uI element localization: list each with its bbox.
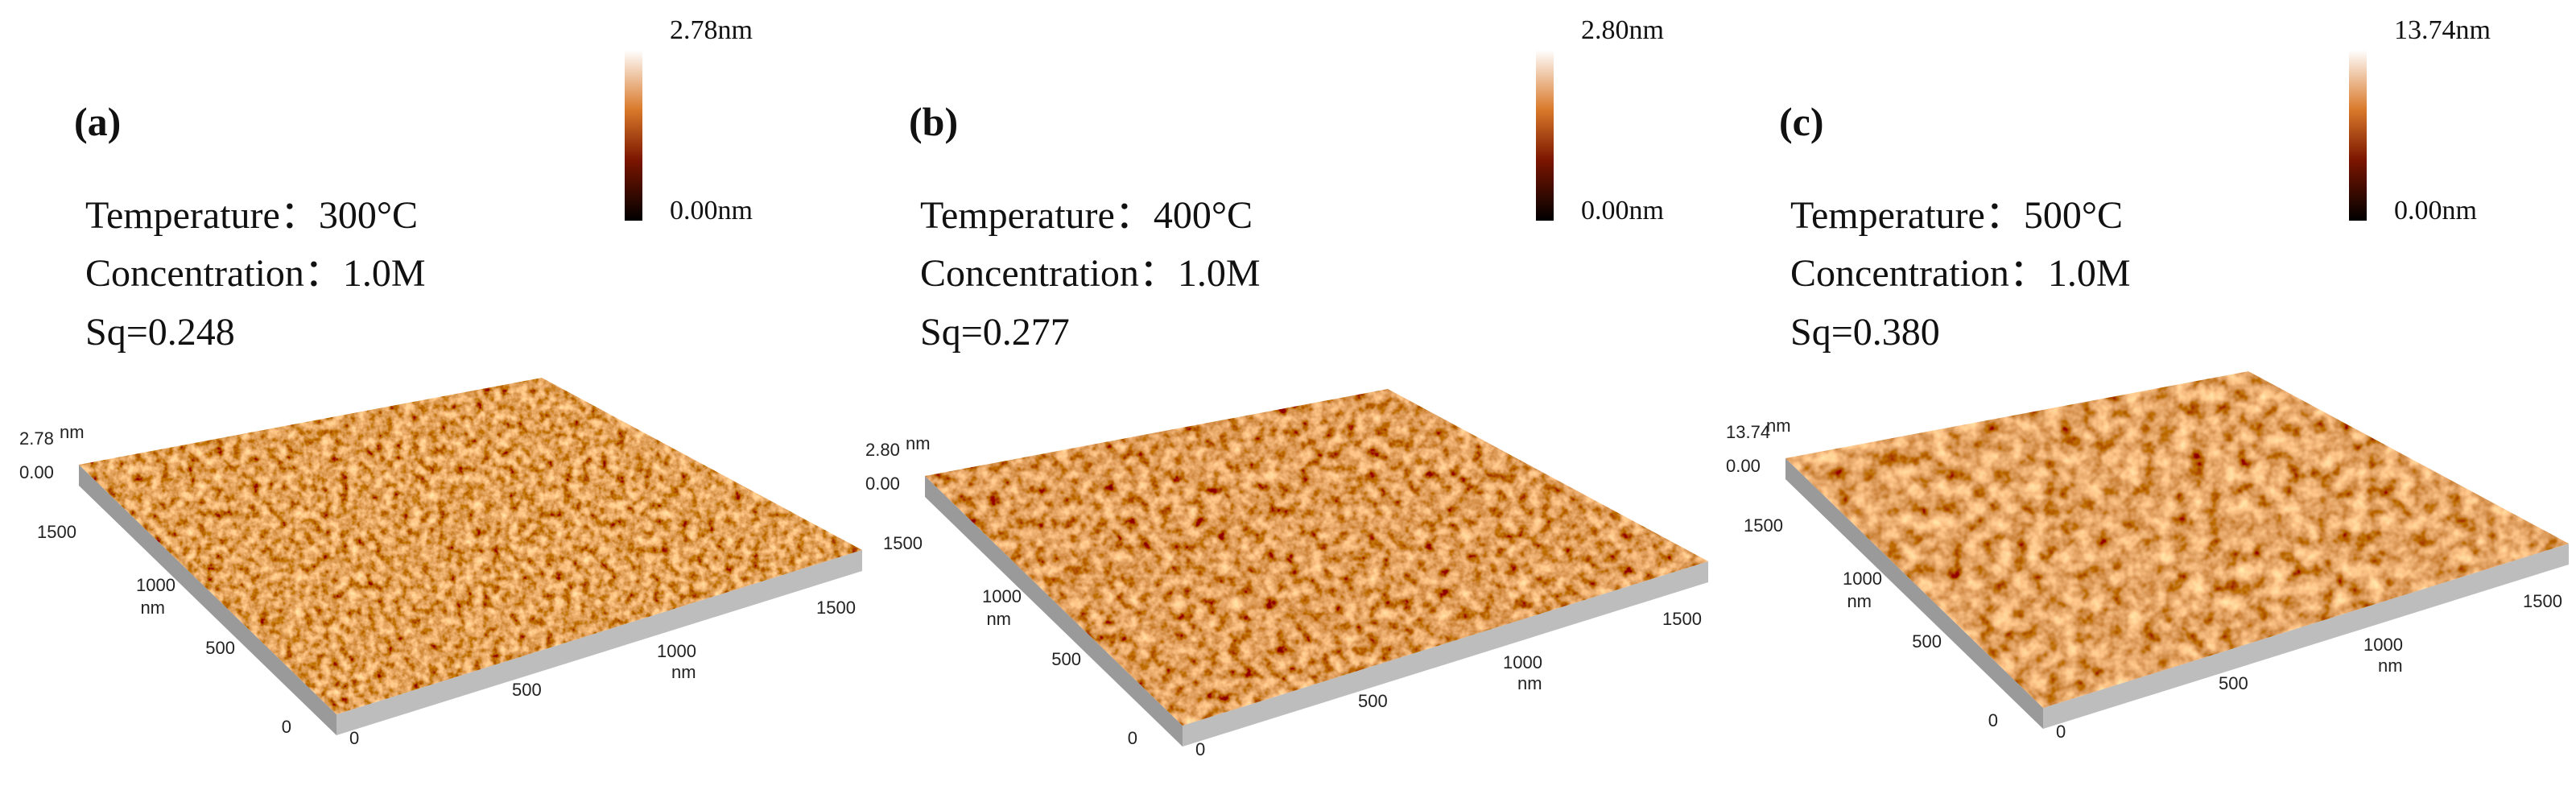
axis-label: 13.74 bbox=[1726, 422, 1770, 442]
colorbar-min: 0.00nm bbox=[1581, 196, 1664, 225]
panel-label: (b) bbox=[909, 99, 958, 144]
axis-label: 1000 bbox=[2363, 635, 2403, 655]
axis-label: 500 bbox=[1358, 691, 1388, 711]
afm-surface bbox=[925, 389, 1708, 726]
concentration: Concentration：1.0M bbox=[85, 252, 426, 295]
axis-label: 0 bbox=[282, 717, 291, 737]
colorbar-max: 2.78nm bbox=[670, 15, 753, 45]
slab-right bbox=[336, 550, 862, 735]
concentration: Concentration：1.0M bbox=[920, 252, 1261, 295]
axis-label: 1000 bbox=[657, 641, 696, 661]
colorbar-max: 13.74nm bbox=[2394, 15, 2491, 45]
axis-label: nm bbox=[671, 662, 696, 682]
axis-label: 0 bbox=[1128, 728, 1137, 748]
colorbar-max: 2.80nm bbox=[1581, 15, 1664, 45]
axis-label: nm bbox=[140, 598, 165, 618]
axis-label: 0 bbox=[2056, 722, 2066, 742]
panel-label: (a) bbox=[74, 99, 121, 144]
colorbar-min: 0.00nm bbox=[670, 196, 753, 225]
axis-label: 1000 bbox=[1843, 569, 1882, 589]
axis-label: nm bbox=[986, 609, 1011, 629]
slab-left bbox=[1785, 458, 2043, 729]
axis-label: 2.78 bbox=[19, 428, 54, 449]
axis-label: 500 bbox=[205, 638, 235, 658]
axis-label: 0.00 bbox=[1726, 456, 1761, 476]
panel-label: (c) bbox=[1779, 99, 1824, 144]
sq: Sq=0.248 bbox=[85, 311, 235, 354]
axis-label: 500 bbox=[1051, 649, 1081, 669]
axis-label: 1500 bbox=[37, 522, 76, 542]
axis-label: 1000 bbox=[982, 586, 1022, 606]
slab-right bbox=[1183, 561, 1708, 747]
axis-label: 0 bbox=[349, 728, 359, 748]
temperature: Temperature：400°C bbox=[920, 194, 1253, 237]
afm-surface bbox=[79, 378, 862, 714]
colorbar bbox=[2349, 50, 2367, 221]
slab-right bbox=[2043, 544, 2569, 729]
axis-label: 0.00 bbox=[19, 462, 54, 482]
axis-label: 0 bbox=[1195, 739, 1205, 759]
axis-label: 0 bbox=[1988, 710, 1998, 730]
axis-label: nm bbox=[906, 433, 931, 453]
axis-label: 1500 bbox=[816, 598, 856, 618]
axis-label: nm bbox=[2378, 656, 2403, 676]
axis-label: 1000 bbox=[1503, 652, 1542, 672]
axis-label: nm bbox=[1766, 416, 1791, 436]
axis-label: 500 bbox=[2219, 673, 2248, 693]
axis-label: 2.80 bbox=[865, 440, 900, 460]
axis-label: 1000 bbox=[136, 575, 175, 595]
axis-label: 1500 bbox=[1744, 515, 1783, 536]
afm-surface bbox=[1785, 371, 2569, 708]
concentration: Concentration：1.0M bbox=[1790, 252, 2131, 295]
axis-label: nm bbox=[60, 422, 85, 442]
slab-left bbox=[925, 476, 1183, 747]
temperature: Temperature：300°C bbox=[85, 194, 418, 237]
colorbar-min: 0.00nm bbox=[2394, 196, 2477, 225]
axis-label: 1500 bbox=[1662, 609, 1702, 629]
axis-label: 1500 bbox=[883, 533, 923, 553]
axis-label: 1500 bbox=[2523, 591, 2562, 611]
sq: Sq=0.277 bbox=[920, 311, 1070, 354]
slab-left bbox=[79, 465, 336, 735]
axis-label: nm bbox=[1847, 591, 1872, 611]
axis-label: 500 bbox=[512, 680, 542, 700]
axis-label: 500 bbox=[1912, 631, 1942, 652]
axis-label: 0.00 bbox=[865, 474, 900, 494]
colorbar bbox=[1536, 50, 1554, 221]
temperature: Temperature：500°C bbox=[1790, 194, 2123, 237]
colorbar bbox=[625, 50, 642, 221]
axis-label: nm bbox=[1517, 673, 1542, 693]
sq: Sq=0.380 bbox=[1790, 311, 1940, 354]
